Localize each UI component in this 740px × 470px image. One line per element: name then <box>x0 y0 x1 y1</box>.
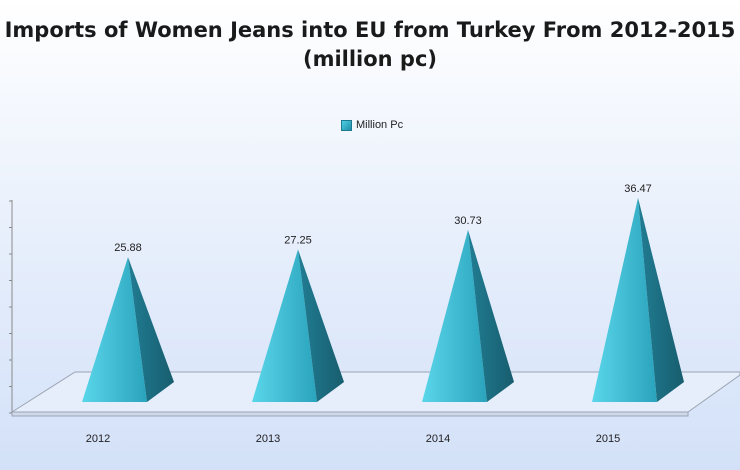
labels: 25.88 2012 27.25 2013 30.73 2014 36.47 2015 <box>86 183 652 445</box>
value-label-2015: 36.47 <box>624 183 652 195</box>
pyramid-front-2014 <box>422 229 487 402</box>
pyramid-front-2013 <box>252 249 317 402</box>
x-tick-label-2012: 2012 <box>86 433 110 445</box>
value-label-2014: 30.73 <box>454 215 482 227</box>
floor-front-edge <box>11 411 689 417</box>
pyramid-side-2014 <box>468 229 514 402</box>
legend: Million Pc <box>341 119 403 131</box>
value-label-2013: 27.25 <box>284 234 312 246</box>
legend-swatch <box>341 119 352 131</box>
x-tick-label-2015: 2015 <box>596 433 620 445</box>
pyramid-side-2013 <box>298 249 344 402</box>
pyramid-front-2015 <box>592 197 657 402</box>
axes <box>9 200 740 417</box>
legend-label: Million Pc <box>356 119 404 131</box>
pyramid-side-2012 <box>128 257 174 402</box>
x-tick-label-2014: 2014 <box>426 433 450 445</box>
marks <box>82 197 684 402</box>
pyramid-front-2012 <box>82 257 147 402</box>
chart-title: Imports of Women Jeans into EU from Turk… <box>4 18 736 71</box>
value-label-2012: 25.88 <box>114 242 142 254</box>
x-tick-label-2013: 2013 <box>256 433 280 445</box>
pyramid-side-2015 <box>638 197 684 402</box>
